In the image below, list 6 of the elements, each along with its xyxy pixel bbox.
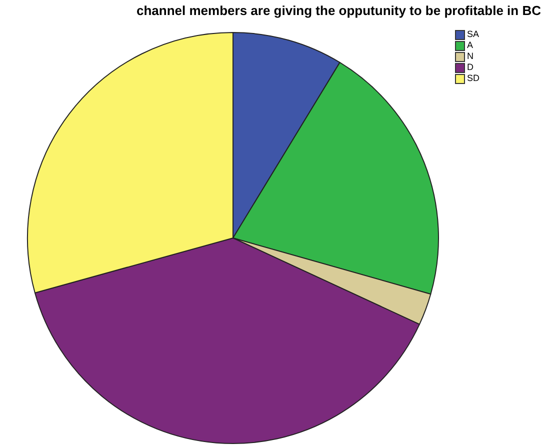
- legend-label: SD: [467, 73, 480, 84]
- legend-label: N: [467, 51, 474, 62]
- legend-label: A: [467, 40, 474, 51]
- legend-label: SA: [467, 29, 480, 40]
- legend-label: D: [467, 62, 474, 73]
- chart-title: channel members are giving the opputunity to be profitable in BC: [136, 3, 542, 18]
